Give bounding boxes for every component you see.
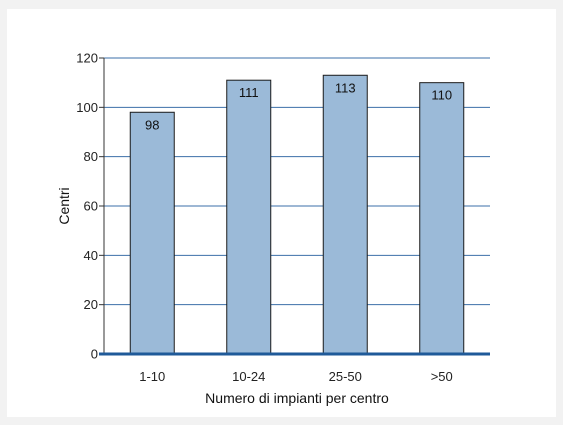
y-tick-label: 80	[84, 149, 98, 164]
x-tick-label: >50	[431, 369, 453, 384]
y-tick-label: 100	[76, 100, 98, 115]
data-label: 111	[239, 85, 259, 100]
y-axis-title: Centri	[56, 187, 72, 224]
y-tick-label: 120	[76, 51, 98, 66]
data-label: 110	[431, 88, 452, 103]
data-label: 113	[335, 80, 356, 95]
data-label: 98	[145, 117, 159, 132]
bar-50	[419, 82, 465, 355]
y-tick-label: 40	[84, 248, 98, 263]
bar-1-10	[129, 111, 175, 355]
x-tick-label: 25-50	[329, 369, 362, 384]
chart-card	[7, 9, 556, 417]
x-tick-label: 10-24	[232, 369, 265, 384]
x-axis-title: Numero di impianti per centro	[205, 390, 389, 406]
bar-10-24	[226, 79, 272, 355]
y-tick-label: 0	[91, 347, 98, 362]
data-labels: 98 111 113 110	[145, 80, 452, 132]
y-tick-label: 60	[84, 199, 98, 214]
bar-25-50	[322, 74, 368, 355]
bars	[129, 74, 465, 355]
y-axis-ticks: 0 20 40 60 80 100 120	[76, 51, 104, 362]
y-tick-label: 20	[84, 297, 98, 312]
x-tick-label: 1-10	[139, 369, 165, 384]
x-axis-ticks: 1-10 10-24 25-50 >50	[139, 369, 453, 384]
